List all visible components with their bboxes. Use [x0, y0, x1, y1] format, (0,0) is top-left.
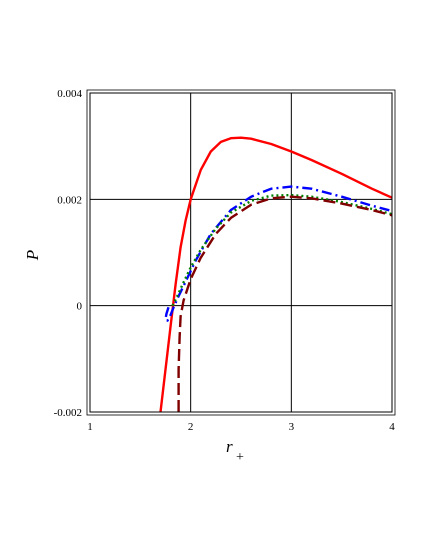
x-axis-label-subscript: +: [236, 450, 244, 465]
series-line-1: [159, 136, 393, 413]
x-tick-label: 2: [188, 421, 194, 433]
x-tick-label: 1: [87, 421, 93, 433]
y-tick-label: 0.002: [57, 194, 82, 206]
tick-labels: 1 2 3 4 -0.002 0 0.002 0.004: [54, 88, 396, 433]
series-line-3: [171, 193, 393, 307]
y-tick-label: 0.004: [57, 88, 82, 100]
series-group: [159, 136, 393, 413]
series-line-4: [177, 195, 393, 412]
plot-border: [89, 92, 393, 413]
plot-frame: [86, 89, 396, 416]
x-axis-label: r: [226, 437, 233, 456]
y-axis-label: P: [23, 250, 42, 261]
plot-outer-border: [86, 89, 396, 416]
grid-lines: [89, 92, 393, 413]
x-tick-label: 4: [389, 421, 395, 433]
x-tick-label: 3: [289, 421, 295, 433]
y-tick-label: -0.002: [54, 407, 82, 419]
y-tick-label: 0: [77, 301, 83, 313]
series-line-2: [164, 185, 393, 322]
